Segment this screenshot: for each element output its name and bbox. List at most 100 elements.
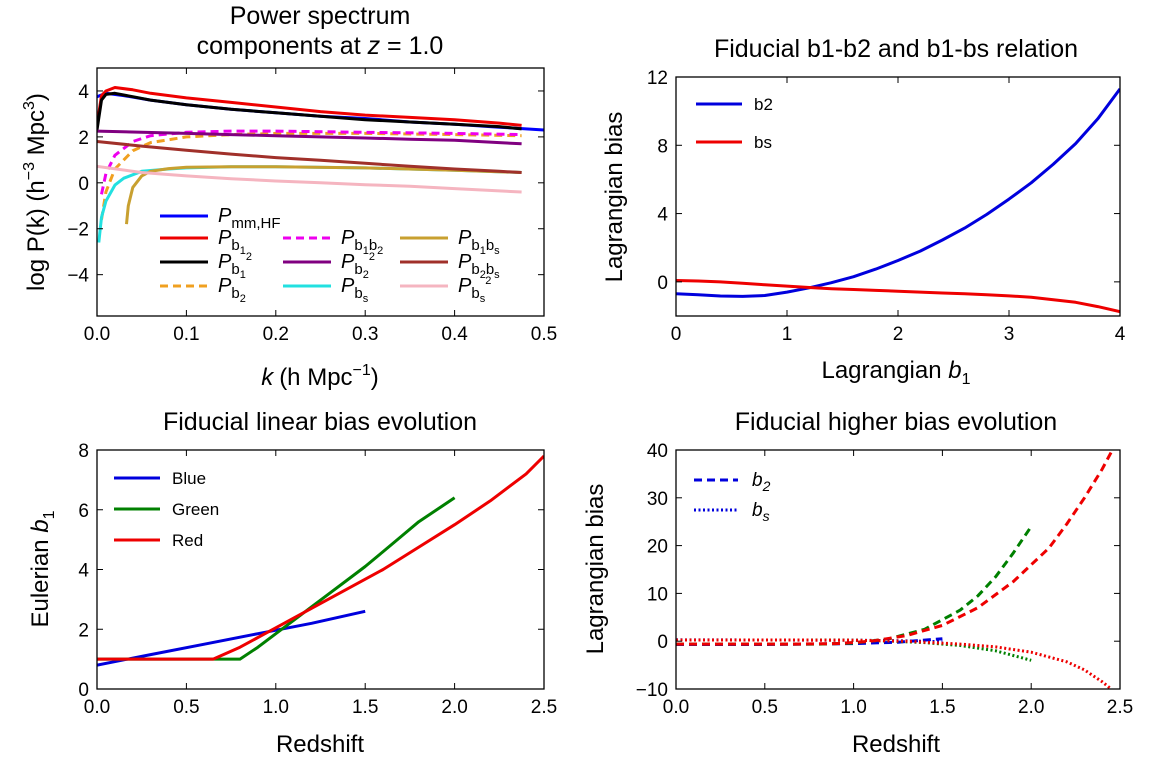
panel1-legend-p-b2bs-label: Pb2bs xyxy=(458,251,500,281)
panel1-legend-p-bs-label-sub: b xyxy=(354,285,362,302)
panel3-legend: Blue Green Red xyxy=(114,469,219,550)
panel3-ylabel-sub: 1 xyxy=(41,510,58,519)
p2-series-b2 xyxy=(676,88,1120,298)
p3-ytick-label: 2 xyxy=(78,620,89,641)
panel1-legend-p-b1-label-sub2: 1 xyxy=(240,245,246,257)
p3-series-green xyxy=(97,496,456,661)
panel4-xlabel: Redshift xyxy=(852,731,940,758)
panel-power-spectrum: Power spectrum components at z = 1.0 0.0… xyxy=(21,2,557,391)
panel1-legend-p-b2-2-label-sup: 2 xyxy=(369,251,375,263)
p3-series-red xyxy=(97,454,544,661)
panel4-legend-bs-main: b xyxy=(752,500,763,521)
panel1-legend-p-b2-2-label-main: P xyxy=(341,251,355,273)
p2-ytick-label: 4 xyxy=(657,205,668,226)
p2-ytick-label: 0 xyxy=(657,273,668,294)
p2-xtick-label: 4 xyxy=(1115,324,1126,345)
p4-ytick-label: 30 xyxy=(647,489,668,510)
p3-xtick-label: 0.0 xyxy=(84,697,110,718)
panel1-legend-p-b1-label: Pb1 xyxy=(218,227,246,257)
panel-bias-relation: Fiducial b1-b2 and b1-bs relation 0 1 2 3 40… xyxy=(601,35,1126,388)
p4-xtick-label: 2.5 xyxy=(1107,697,1133,718)
panel1-legend-p-b2-2-label-sub2: 2 xyxy=(363,269,369,281)
panel3-ylabel-text: Eulerian xyxy=(27,533,54,628)
p1-xtick-label: 0.1 xyxy=(173,324,199,345)
panel1-legend-p-bs-2-label-sub2: s xyxy=(480,293,486,305)
panel3-xlabel: Redshift xyxy=(276,731,364,758)
p1-ytick-label: 4 xyxy=(78,82,89,103)
panel1-xlabel-sup: −1 xyxy=(353,362,371,379)
p4-ytick-label: −10 xyxy=(636,680,668,701)
panel3-legend-blue-label: Blue xyxy=(172,469,206,488)
panel4-series-group xyxy=(676,451,1113,689)
panel1-legend-p-mm-hf-label-sub: mm,HF xyxy=(231,215,280,232)
p3-xtick-label: 1.5 xyxy=(352,697,378,718)
panel4-legend-b2-main: b xyxy=(752,470,763,491)
p4-xtick-label: 1.5 xyxy=(929,697,955,718)
panel1-legend-p-b2-label-main: P xyxy=(218,275,232,297)
p2-series-bs xyxy=(676,279,1120,314)
panel1-title-line2: components at z = 1.0 xyxy=(197,32,444,60)
panel1-legend-p-b1-label-main: P xyxy=(218,227,232,249)
panel1-legend-p-b1b2-label-sub: b xyxy=(354,237,362,254)
panel-higher-bias: Fiducial higher bias evolution 0.0 0.5 1.0… xyxy=(582,408,1133,758)
panel4-legend-bs-label: bs xyxy=(752,500,770,524)
panel2-legend-b2-label: b2 xyxy=(754,95,773,114)
panel1-legend-p-bs-label-sub2: s xyxy=(363,293,369,305)
p1-series-p-b1bs xyxy=(125,165,522,225)
panel1-title-line1: Power spectrum xyxy=(230,2,411,30)
panel1-frame xyxy=(96,67,545,317)
p1-xtick-label: 0.5 xyxy=(531,324,557,345)
panel4-ylabel: Lagrangian bias xyxy=(582,484,609,655)
panel2-xlabel-var: b xyxy=(948,357,961,384)
p1-ytick-label: −2 xyxy=(67,220,89,241)
p3-xtick-label: 1.0 xyxy=(263,697,289,718)
p3-series-blue xyxy=(97,609,366,667)
panel1-ylabel-sup: −3 xyxy=(21,162,38,180)
panel2-xlabel-sub: 1 xyxy=(962,371,971,388)
panel1-xlabel-var: k xyxy=(261,364,275,391)
p1-xtick-label: 0.3 xyxy=(352,324,378,345)
panel1-ylabel: log P(k) (h−3 Mpc3) xyxy=(21,93,50,291)
p3-xtick-label: 2.5 xyxy=(531,697,557,718)
p4-xtick-label: 0.5 xyxy=(752,697,778,718)
panel1-xlabel-close: ) xyxy=(371,364,379,391)
panel3-title: Fiducial linear bias evolution xyxy=(163,408,477,436)
panel3-legend-green-label: Green xyxy=(172,500,219,519)
panel1-legend-p-b1bs-label-sub3: b xyxy=(486,237,494,254)
panel1-legend-p-bs-2-label-sub: b xyxy=(471,285,479,302)
p4-xtick-label: 1.0 xyxy=(840,697,866,718)
panel-linear-bias: Fiducial linear bias evolution 0.0 0.5 1.0… xyxy=(27,408,557,758)
panel1-legend-p-mm-hf-label-main: P xyxy=(218,205,232,227)
p2-xtick-label: 2 xyxy=(893,324,904,345)
panel1-legend-p-bs-label: Pbs xyxy=(341,275,369,305)
panel3-ticks: 0.0 0.5 1.0 1.5 2.0 2.5 0 2 4 6 8 xyxy=(78,441,557,718)
p4-ytick-label: 20 xyxy=(647,537,668,558)
panel4-ticks: 0.0 0.5 1.0 1.5 2.0 2.5 −10 0 10 20 30 40 xyxy=(636,441,1133,718)
panel1-legend-p-b2bs-label-sub4: s xyxy=(494,269,500,281)
panel4-legend-b2-label: b2 xyxy=(752,470,771,494)
p1-series-p-b2 xyxy=(100,131,522,220)
panel4-title: Fiducial higher bias evolution xyxy=(735,408,1057,436)
panel1-legend-p-b1bs-label-sub: b xyxy=(471,237,479,254)
p2-ytick-label: 8 xyxy=(657,136,668,157)
p1-series-p-b2-2 xyxy=(97,129,522,146)
panel3-ylabel-var: b xyxy=(27,519,54,532)
p1-ytick-label: −4 xyxy=(67,266,89,287)
panel1-legend-p-b1b2-label: Pb1b2 xyxy=(341,227,383,257)
panel1-xlabel-rest: (h Mpc xyxy=(279,364,352,391)
panel3-frame xyxy=(96,449,545,690)
panel1-legend-p-b1-2-label-sub: b xyxy=(231,261,239,278)
panel1-legend-p-b1b2-label-main: P xyxy=(341,227,355,249)
panel1-legend-p-mm-hf-label: Pmm,HF xyxy=(218,205,281,232)
panel1-legend-p-bs-2-label-sup: 2 xyxy=(485,275,491,287)
panel1-ylabel-sup2: 3 xyxy=(21,101,38,110)
panel1-series-group xyxy=(97,86,544,243)
p2-ytick-label: 12 xyxy=(647,68,668,89)
panel1-legend-p-b1-2-label-sup: 2 xyxy=(246,251,252,263)
panel1-legend-p-b1b2-label-sub4: 2 xyxy=(377,245,383,257)
panel2-frame xyxy=(675,76,1121,317)
panel4-legend-bs-sub: s xyxy=(763,508,770,524)
panel1-legend-p-b2-2-label: Pb22 xyxy=(341,251,375,281)
panel3-series-group xyxy=(97,454,544,667)
